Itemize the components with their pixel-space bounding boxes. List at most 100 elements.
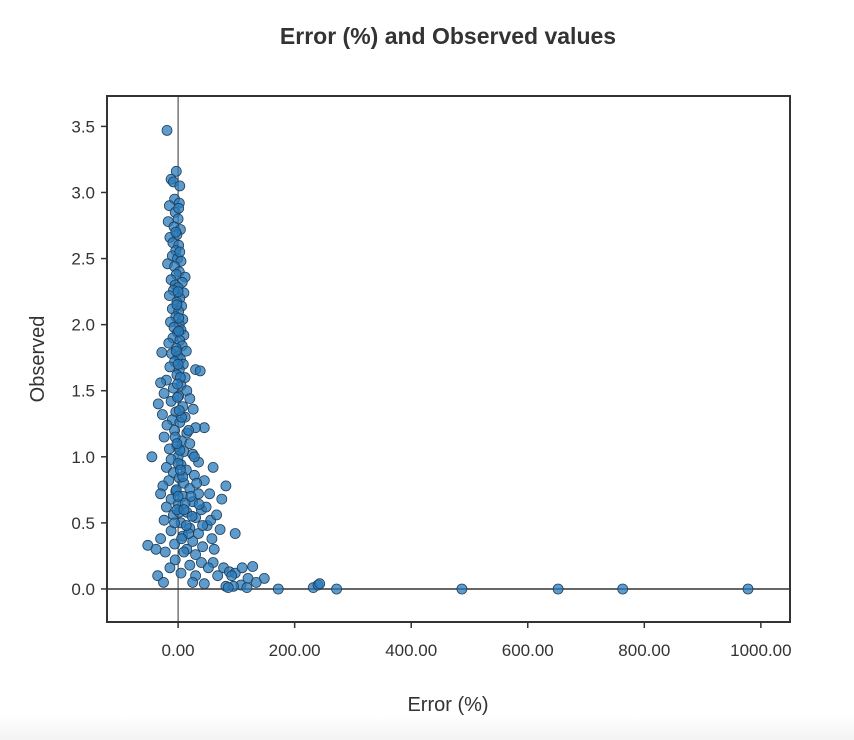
data-point <box>175 567 187 579</box>
plot-frame <box>106 95 791 623</box>
data-point <box>241 582 253 593</box>
data-point <box>170 165 182 177</box>
x-tick-label: 800.00 <box>618 641 670 660</box>
data-point <box>163 337 175 349</box>
data-point <box>155 488 167 500</box>
data-point <box>207 461 219 473</box>
x-tick-label: 1000.00 <box>730 641 791 660</box>
footer-strip <box>0 716 854 740</box>
data-point <box>214 524 226 535</box>
data-point <box>197 541 209 553</box>
data-point <box>272 583 284 595</box>
data-point <box>174 246 186 258</box>
y-tick-label: 3.5 <box>71 117 95 136</box>
data-point <box>191 477 203 489</box>
data-point <box>184 393 196 405</box>
data-point <box>172 286 184 298</box>
y-tick-label: 0.5 <box>71 514 95 533</box>
data-point <box>184 559 196 571</box>
data-point <box>236 562 248 574</box>
data-point <box>206 533 218 545</box>
data-point <box>204 488 216 500</box>
data-point <box>183 424 195 436</box>
y-tick-label: 2.0 <box>71 316 95 335</box>
data-point <box>172 490 184 502</box>
data-point <box>250 577 262 588</box>
y-axis-label: Observed <box>27 316 49 403</box>
data-point <box>170 226 182 238</box>
x-tick-label: 0.00 <box>162 641 195 660</box>
data-point <box>229 528 241 539</box>
data-point <box>155 377 167 389</box>
data-point <box>190 549 202 560</box>
y-tick-label: 1.0 <box>71 448 95 467</box>
data-point <box>331 583 343 595</box>
chart-title: Error (%) and Observed values <box>280 23 616 49</box>
data-point <box>552 583 564 595</box>
data-points <box>142 124 754 595</box>
data-point <box>220 480 232 492</box>
data-point <box>158 514 170 526</box>
data-point <box>742 583 754 595</box>
data-point <box>187 577 199 588</box>
data-point <box>161 124 173 136</box>
data-point <box>216 493 228 505</box>
data-point <box>171 299 183 311</box>
data-point <box>155 533 167 545</box>
x-tick-label: 600.00 <box>502 641 554 660</box>
data-point <box>174 180 186 192</box>
data-point <box>198 578 210 590</box>
data-point <box>171 438 183 450</box>
data-point <box>150 543 162 555</box>
data-point <box>186 510 198 522</box>
data-point <box>174 464 186 476</box>
data-point <box>187 403 199 415</box>
data-point <box>173 312 185 324</box>
data-point <box>197 520 209 531</box>
data-point <box>160 501 172 513</box>
data-point <box>156 346 168 358</box>
x-axis-ticks: 0.00 200.00 400.00 600.00 800.00 1000.00 <box>162 622 792 660</box>
data-point <box>226 570 238 582</box>
data-point <box>163 443 175 455</box>
data-point <box>194 365 206 377</box>
y-tick-label: 0.0 <box>71 580 95 599</box>
data-point <box>185 490 197 502</box>
data-point <box>202 562 214 574</box>
x-tick-label: 200.00 <box>269 641 321 660</box>
data-point <box>222 582 234 593</box>
data-point <box>456 583 468 595</box>
data-point <box>173 202 185 214</box>
data-point <box>184 438 196 450</box>
data-point <box>158 387 170 399</box>
y-axis-ticks: 0.0 0.5 1.0 1.5 2.0 2.5 3.0 3.5 <box>71 117 107 599</box>
data-point <box>208 543 220 555</box>
data-point <box>247 561 259 572</box>
data-point <box>159 546 171 558</box>
data-point <box>617 583 629 595</box>
data-point <box>161 419 173 431</box>
data-point <box>211 509 223 521</box>
data-point <box>158 577 169 588</box>
data-point <box>170 345 182 357</box>
data-point <box>212 570 224 582</box>
data-point <box>169 517 181 529</box>
data-point <box>178 546 190 558</box>
data-point <box>156 409 168 420</box>
data-point <box>172 391 183 403</box>
data-point <box>146 451 158 463</box>
data-point <box>176 533 188 545</box>
data-point <box>163 290 175 302</box>
data-point <box>188 451 200 463</box>
x-tick-label: 400.00 <box>385 641 437 660</box>
data-point <box>164 562 176 574</box>
data-point <box>172 358 184 370</box>
data-point <box>180 520 192 531</box>
data-point <box>172 378 183 390</box>
y-tick-label: 2.5 <box>71 250 95 269</box>
data-point <box>169 554 181 566</box>
x-axis-label: Error (%) <box>407 694 488 716</box>
y-tick-label: 3.0 <box>71 183 95 202</box>
data-point <box>178 504 190 516</box>
